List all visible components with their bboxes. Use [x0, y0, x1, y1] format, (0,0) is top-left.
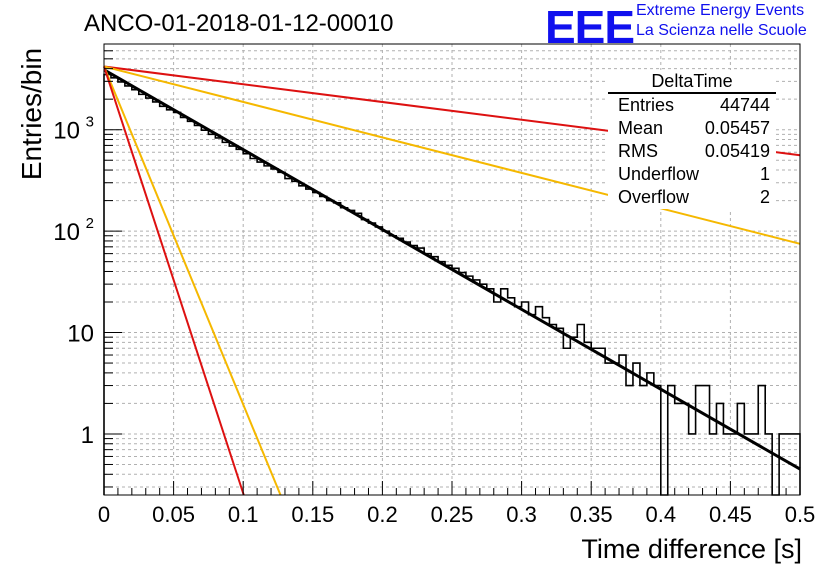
stats-label: Mean	[618, 118, 664, 138]
x-tick-label: 0.3	[506, 502, 537, 527]
x-tick-label: 0.25	[431, 502, 474, 527]
stats-label: Underflow	[618, 164, 700, 184]
stats-title: DeltaTime	[608, 70, 776, 94]
fit-line-1	[103, 68, 801, 471]
stats-label: Overflow	[618, 187, 690, 207]
stats-label: Entries	[618, 95, 675, 115]
x-tick-label: 0.35	[570, 502, 613, 527]
stats-value: 0.05419	[704, 141, 770, 161]
grid-lines	[104, 43, 800, 495]
logo-line2: La Scienza nelle Scuole	[636, 22, 807, 39]
x-tick-label: 0.05	[152, 502, 195, 527]
plot-title: ANCO-01-2018-01-12-00010	[84, 10, 394, 37]
stats-value: 1	[759, 164, 770, 184]
x-tick-label: 0.15	[291, 502, 334, 527]
stats-row: Entries 44744	[608, 94, 776, 117]
stats-label: RMS	[618, 141, 658, 161]
fit-line-3	[103, 65, 801, 245]
logo-line1: Extreme Energy Events	[636, 2, 805, 19]
eee-logo: EEE	[545, 1, 635, 53]
x-tick-label: 0	[98, 502, 110, 527]
stats-value: 2	[759, 187, 770, 207]
fit-line-5	[103, 66, 245, 496]
stats-box: DeltaTime Entries 44744 Mean 0.05457 RMS 0.…	[608, 70, 776, 209]
x-tick-label: 0.45	[709, 502, 752, 527]
y-tick-label: 10	[67, 321, 94, 348]
stats-row: Overflow 2	[608, 186, 776, 209]
x-tick-label: 0.5	[785, 502, 816, 527]
axes: 0 0.05 0.1 0.15 0.2 0.25 0.3 0.35 0.4 0.45 0.5 1 10 1…	[53, 43, 816, 527]
stats-value: 44744	[719, 95, 770, 115]
y-tick-label: 10	[53, 118, 80, 145]
y-tick-exponent: 3	[86, 114, 94, 131]
stats-row: RMS 0.05419	[608, 140, 776, 163]
x-tick-label: 0.1	[228, 502, 259, 527]
stats-row: Mean 0.05457	[608, 117, 776, 140]
x-axis-label: Time difference [s]	[581, 534, 802, 564]
y-axis-label: Entries/bin	[16, 47, 47, 181]
plot-frame	[103, 43, 801, 496]
y-tick-label: 10	[53, 219, 80, 246]
x-tick-label: 0.4	[646, 502, 677, 527]
y-tick-label: 1	[81, 422, 94, 449]
y-tick-exponent: 2	[86, 215, 94, 232]
x-tick-label: 0.2	[367, 502, 398, 527]
stats-row: Underflow 1	[608, 163, 776, 186]
stats-value: 0.05457	[704, 118, 770, 138]
fit-line-4	[103, 66, 282, 496]
